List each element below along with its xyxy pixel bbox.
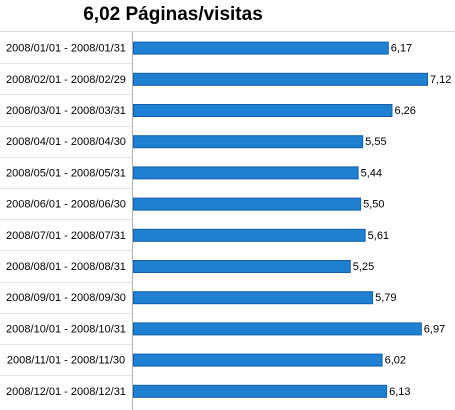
data-label: 6,02	[385, 355, 406, 367]
chart-rows: 2008/01/01 - 2008/01/31 6,17 2008/02/01 - …	[0, 41, 451, 398]
category-label: 2008/04/01 - 2008/04/30	[6, 136, 126, 148]
category-label: 2008/03/01 - 2008/03/31	[6, 105, 126, 117]
data-label: 5,50	[363, 199, 384, 211]
bar	[133, 104, 393, 117]
bar	[133, 166, 359, 180]
bar	[133, 228, 366, 242]
data-label: 5,61	[368, 230, 389, 242]
data-label: 5,44	[361, 167, 382, 179]
category-label: 2008/11/01 - 2008/11/30	[7, 355, 125, 367]
bar	[133, 135, 364, 149]
category-label: 2008/06/01 - 2008/06/30	[6, 199, 126, 211]
category-label: 2008/07/01 - 2008/07/31	[6, 230, 126, 242]
category-label: 2008/08/01 - 2008/08/31	[6, 261, 126, 273]
data-label: 6,26	[394, 105, 415, 117]
category-label: 2008/12/01 - 2008/12/31	[6, 386, 126, 398]
category-label: 2008/09/01 - 2008/09/30	[6, 292, 126, 304]
bar	[133, 260, 351, 273]
bar	[133, 291, 374, 305]
data-label: 5,55	[365, 136, 386, 148]
data-label: 5,25	[353, 261, 374, 273]
bar	[133, 41, 389, 55]
data-label: 6,97	[424, 323, 445, 335]
bar	[133, 322, 422, 336]
bar	[133, 72, 428, 86]
data-label: 7,12	[430, 74, 451, 86]
bar	[133, 353, 383, 367]
category-label: 2008/10/01 - 2008/10/31	[6, 323, 126, 335]
bar	[133, 197, 362, 211]
data-label: 5,79	[375, 292, 396, 304]
category-label: 2008/05/01 - 2008/05/31	[6, 167, 126, 179]
chart-title: 6,02 Páginas/visitas	[83, 4, 263, 25]
category-label: 2008/01/01 - 2008/01/31	[6, 43, 126, 55]
category-label: 2008/02/01 - 2008/02/29	[6, 74, 126, 86]
data-label: 6,17	[391, 43, 412, 55]
data-label: 6,13	[389, 386, 410, 398]
bar	[133, 384, 388, 398]
